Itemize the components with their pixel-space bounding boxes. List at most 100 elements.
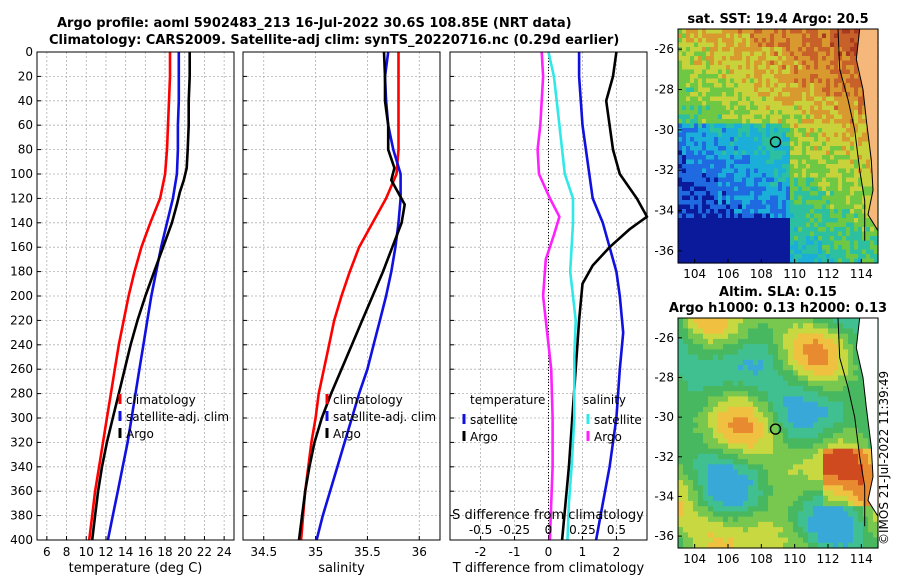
- sst-map-cell: [838, 96, 843, 102]
- sst-map-cell: [682, 177, 687, 183]
- sla-map-cell: [818, 480, 824, 486]
- sla-map-cell: [728, 396, 734, 403]
- sla-map-cell: [768, 375, 774, 382]
- sla-map-cell: [723, 474, 729, 481]
- sst-map-cell: [818, 47, 823, 53]
- sla-map-cell: [743, 365, 749, 371]
- sla-map-cell: [758, 401, 764, 408]
- sst-map-cell: [766, 51, 771, 57]
- sla-map-cell: [758, 349, 764, 356]
- sst-map-cell: [682, 204, 687, 210]
- sst-map-cell: [850, 173, 855, 179]
- sst-map-cell: [718, 78, 723, 84]
- sla-map-cell: [788, 443, 794, 450]
- sla-map-cell: [688, 401, 694, 408]
- sla-map-cell: [858, 448, 864, 455]
- sst-map-cell: [746, 128, 751, 134]
- sst-map-cell: [850, 209, 855, 215]
- sla-map-cell: [768, 401, 774, 408]
- sst-map-cell: [730, 227, 735, 233]
- sst-map-cell: [806, 168, 811, 174]
- sst-map-cell: [750, 150, 755, 156]
- sla-map-cell: [808, 328, 814, 335]
- sla-map-cell: [848, 459, 854, 465]
- sst-map-cell: [810, 105, 815, 111]
- sla-map-cell: [798, 417, 804, 424]
- sla-map-cell: [803, 490, 809, 497]
- sla-map-cell: [818, 323, 824, 330]
- sla-map-cell: [728, 344, 734, 350]
- sst-map-cell: [746, 29, 751, 35]
- sla-map-cell: [738, 338, 744, 345]
- temperature-series-argo: [90, 52, 191, 541]
- sst-map-cell: [714, 209, 719, 215]
- sst-map-cell: [834, 83, 839, 89]
- sst-map-cell: [778, 191, 783, 197]
- sst-map-cell: [802, 209, 807, 215]
- sst-map-cell: [842, 240, 847, 246]
- sla-map-cell: [743, 511, 749, 518]
- sla-map-cell: [793, 370, 799, 377]
- sla-map-cell: [738, 412, 744, 418]
- sla-map-cell: [688, 500, 694, 507]
- temperature-ytick-label: 360: [10, 484, 33, 498]
- sla-map-cell: [803, 359, 809, 366]
- sst-map-cell: [770, 173, 775, 179]
- sst-map-cell: [738, 110, 743, 116]
- sla-map-cell: [693, 527, 699, 533]
- sst-map-cell: [738, 65, 743, 71]
- sla-map-cell: [843, 506, 849, 513]
- sst-map-cell: [706, 258, 711, 264]
- sst-map-cell: [746, 218, 751, 224]
- sla-map-cell: [828, 323, 834, 330]
- sla-map-cell: [778, 375, 784, 382]
- sst-map-cell: [794, 128, 799, 134]
- salinity-xtick-label: 34.5: [250, 545, 277, 559]
- sst-map-cell: [686, 119, 691, 125]
- sla-map-cell: [843, 385, 849, 392]
- sst-map-cell: [798, 186, 803, 192]
- sla-map-cell: [818, 380, 824, 387]
- sst-map-cell: [846, 87, 851, 93]
- sla-map-cell: [748, 495, 754, 502]
- sla-map-cell: [813, 469, 819, 476]
- sla-map-cell: [713, 474, 719, 481]
- sst-map-cell: [782, 155, 787, 161]
- sst-map-cell: [830, 245, 835, 251]
- sst-map-cell: [826, 231, 831, 237]
- sla-map-cell: [848, 469, 854, 476]
- sst-map-cell: [770, 164, 775, 170]
- sla-map-cell: [748, 500, 754, 507]
- sla-map-cell: [733, 328, 739, 335]
- sst-map-cell: [702, 119, 707, 125]
- sla-map-cell: [728, 412, 734, 418]
- sst-map-cell: [706, 146, 711, 152]
- sst-map-cell: [814, 110, 819, 116]
- sst-map-cell: [810, 110, 815, 116]
- difference-series-salinity-satellite: [547, 51, 578, 541]
- sst-map-cell: [794, 177, 799, 183]
- sst-map-cell: [766, 200, 771, 206]
- sst-map-cell: [786, 123, 791, 129]
- sla-map-cell: [703, 506, 709, 513]
- sst-map-cell: [678, 236, 683, 242]
- salinity-series-climatology: [299, 52, 400, 541]
- sst-map-cell: [714, 74, 719, 80]
- sla-map-cell: [838, 542, 844, 549]
- sla-map-cell: [683, 438, 689, 445]
- sst-map-cell: [830, 164, 835, 170]
- sst-map-cell: [850, 51, 855, 57]
- sla-map-cell: [683, 385, 689, 392]
- sst-map-cell: [774, 29, 779, 35]
- sst-map-cell: [690, 191, 695, 197]
- sla-map-cell: [723, 380, 729, 387]
- sst-map-cell: [746, 209, 751, 215]
- sla-map-cell: [833, 469, 839, 476]
- sst-map-cell: [726, 209, 731, 215]
- sst-map-cell: [810, 200, 815, 206]
- sla-map-cell: [738, 464, 744, 471]
- sst-map-cell: [766, 65, 771, 71]
- sst-map-cell: [746, 258, 751, 264]
- sla-map-cell: [808, 527, 814, 533]
- sst-map-cell: [790, 213, 795, 219]
